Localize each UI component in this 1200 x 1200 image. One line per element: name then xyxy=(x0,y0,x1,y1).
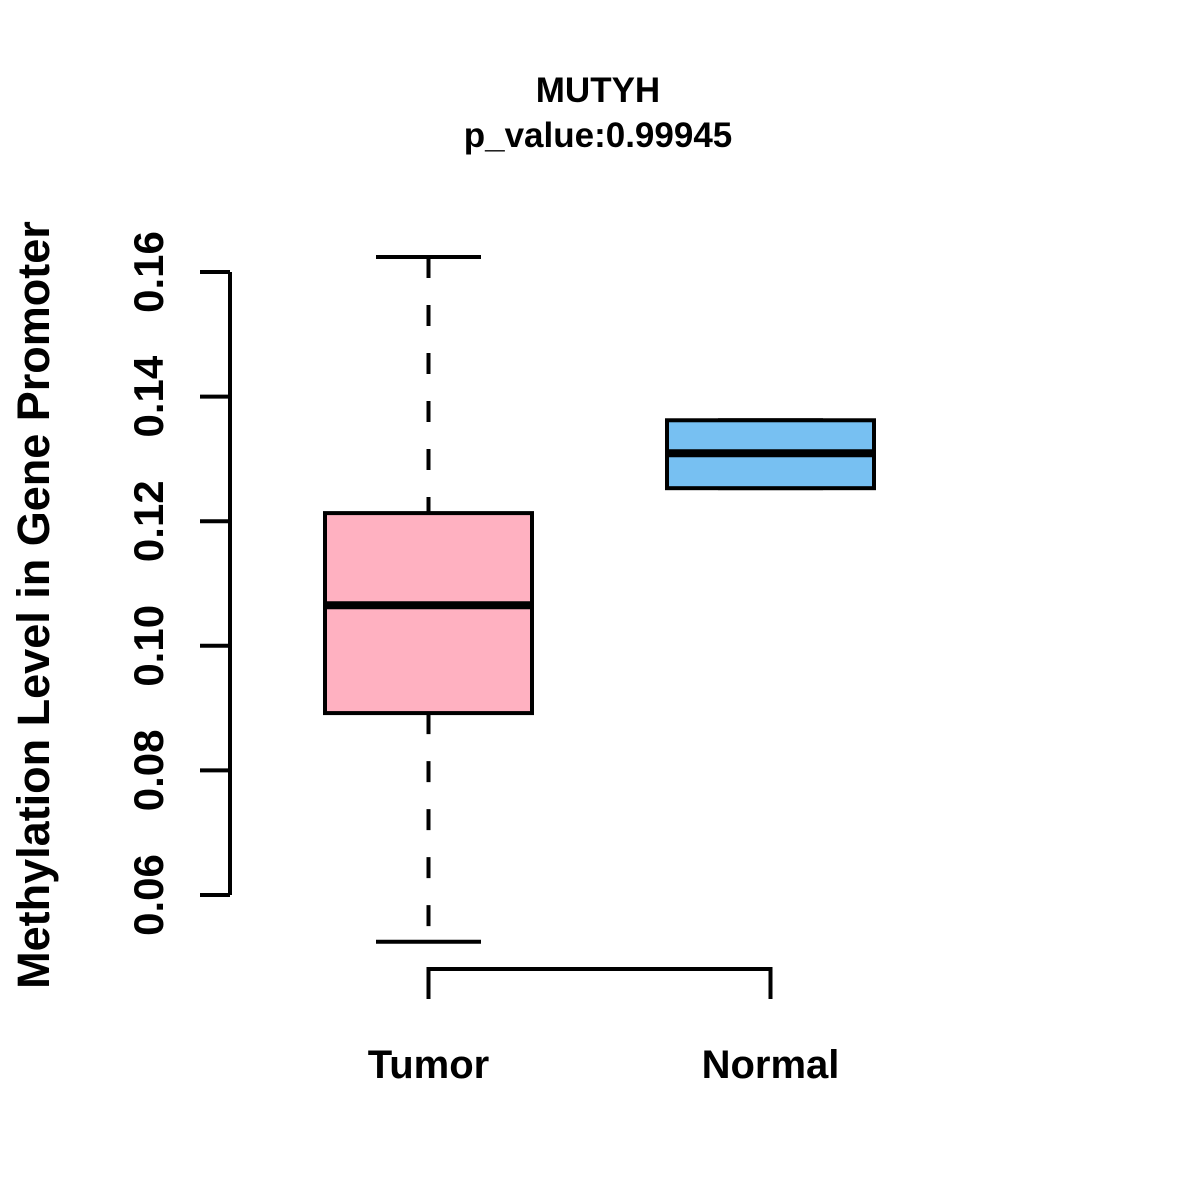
y-tick-label: 0.06 xyxy=(125,854,172,936)
category-label-tumor: Tumor xyxy=(368,1043,489,1087)
y-tick-label: 0.10 xyxy=(125,605,172,687)
x-axis-bracket xyxy=(426,967,773,999)
y-tick-label: 0.14 xyxy=(125,355,172,437)
y-tick-label: 0.08 xyxy=(125,730,172,812)
chart-title: MUTYH xyxy=(535,71,661,110)
chart-title-block: MUTYH p_value:0.99945 xyxy=(0,70,1196,160)
y-tick-label: 0.16 xyxy=(125,231,172,313)
category-label-normal: Normal xyxy=(702,1043,840,1087)
box-tumor xyxy=(323,511,534,716)
y-tick-label: 0.12 xyxy=(125,480,172,562)
chart-subtitle-pvalue: p_value:0.99945 xyxy=(463,116,733,155)
y-axis-label: Methylation Level in Gene Promoter xyxy=(8,221,59,989)
